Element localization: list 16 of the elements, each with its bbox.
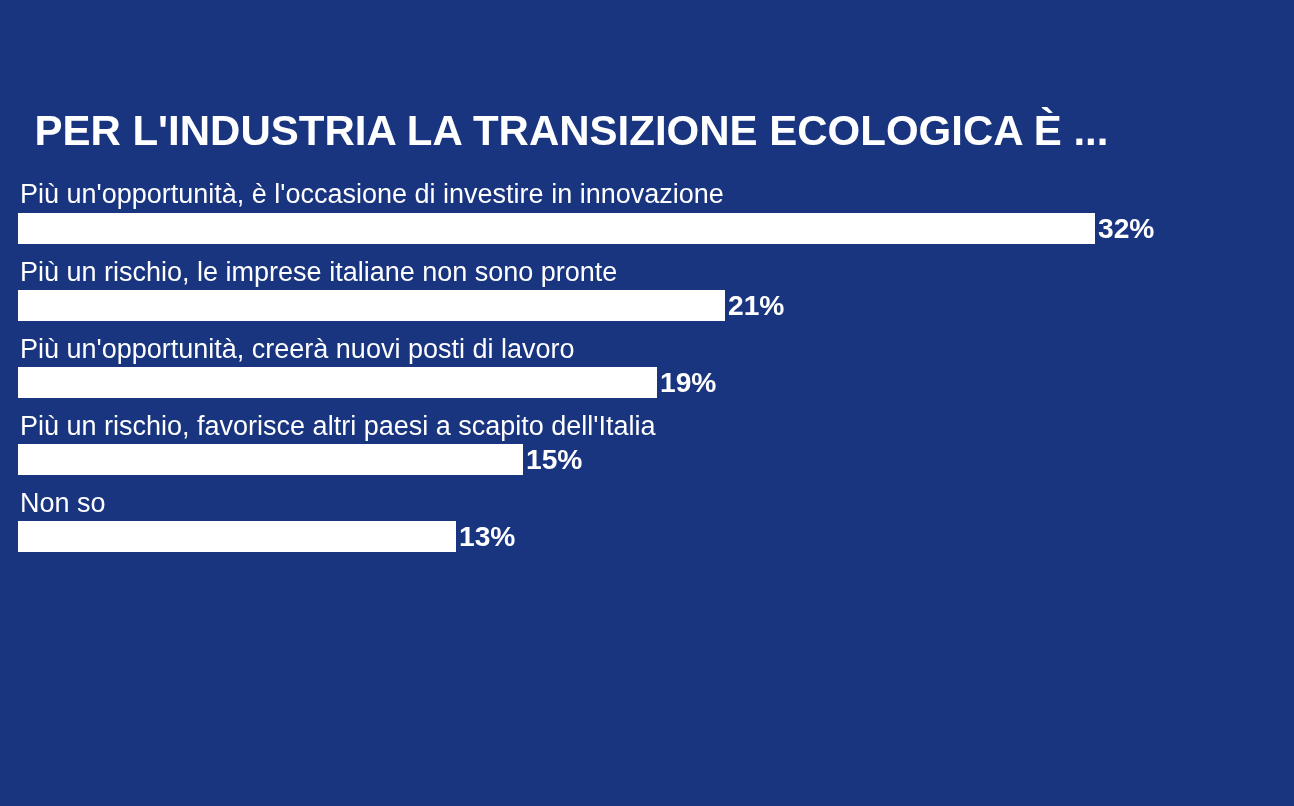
- y-tick-label: Più un rischio, favorisce altri paesi a scapito dell'Italia: [20, 411, 657, 441]
- y-tick-label: Non so: [20, 488, 106, 518]
- data-label: 21%: [728, 289, 785, 322]
- bar: [18, 213, 1095, 244]
- bar: [18, 290, 725, 321]
- y-tick-label: Più un'opportunità, creerà nuovi posti di lavoro: [20, 334, 575, 364]
- y-tick-label: Più un'opportunità, è l'occasione di investire in innovazione: [20, 179, 724, 209]
- bar: [18, 521, 456, 552]
- bar: [18, 367, 657, 398]
- data-label: 19%: [660, 366, 717, 399]
- bar: [18, 444, 523, 475]
- chart-title: PER L'INDUSTRIA LA TRANSIZIONE ECOLOGICA È ...: [34, 106, 1109, 154]
- data-label: 32%: [1098, 212, 1155, 245]
- data-label: 15%: [526, 443, 583, 476]
- data-label: 13%: [459, 520, 516, 553]
- y-tick-label: Più un rischio, le imprese italiane non sono pronte: [20, 257, 618, 287]
